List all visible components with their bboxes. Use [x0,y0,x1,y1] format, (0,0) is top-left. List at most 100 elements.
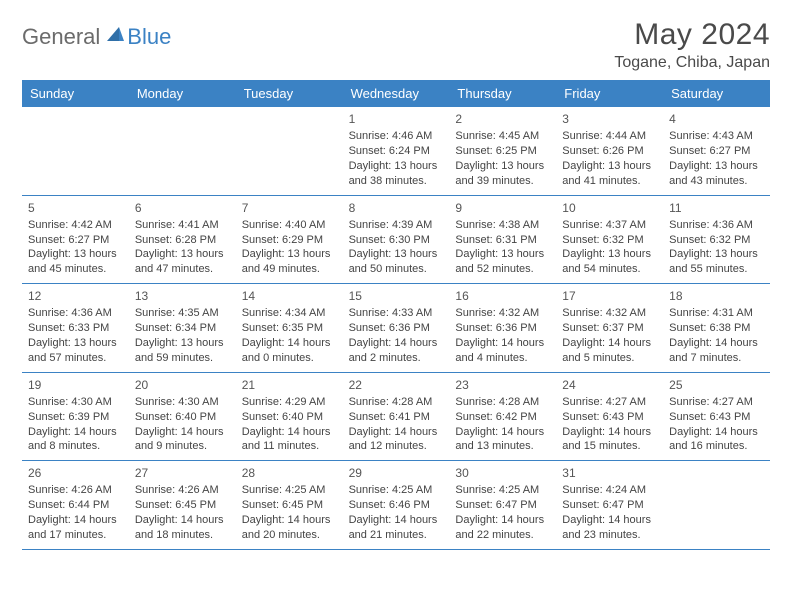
daylight-text: Daylight: 14 hours [349,336,444,351]
sunset-text: Sunset: 6:46 PM [349,498,444,513]
sunset-text: Sunset: 6:36 PM [455,321,550,336]
sunrise-text: Sunrise: 4:32 AM [562,306,657,321]
calendar-cell-empty [236,107,343,195]
sail-icon [105,25,125,50]
daylight-text: Daylight: 13 hours [669,159,764,174]
sunset-text: Sunset: 6:37 PM [562,321,657,336]
sunset-text: Sunset: 6:38 PM [669,321,764,336]
daylight-text: and 47 minutes. [135,262,230,277]
calendar-cell: 26Sunrise: 4:26 AMSunset: 6:44 PMDayligh… [22,461,129,549]
daylight-text: Daylight: 14 hours [135,425,230,440]
weekday-label: Wednesday [343,80,450,107]
sunset-text: Sunset: 6:32 PM [562,233,657,248]
sunrise-text: Sunrise: 4:26 AM [135,483,230,498]
daylight-text: Daylight: 14 hours [28,425,123,440]
day-number: 3 [562,111,657,127]
daylight-text: Daylight: 14 hours [669,425,764,440]
logo: General Blue [22,24,171,50]
daylight-text: Daylight: 13 hours [562,159,657,174]
weekday-label: Sunday [22,80,129,107]
sunrise-text: Sunrise: 4:40 AM [242,218,337,233]
daylight-text: and 18 minutes. [135,528,230,543]
sunset-text: Sunset: 6:34 PM [135,321,230,336]
daylight-text: and 52 minutes. [455,262,550,277]
calendar-cell: 4Sunrise: 4:43 AMSunset: 6:27 PMDaylight… [663,107,770,195]
calendar-cell: 7Sunrise: 4:40 AMSunset: 6:29 PMDaylight… [236,196,343,284]
sunset-text: Sunset: 6:26 PM [562,144,657,159]
calendar-cell: 29Sunrise: 4:25 AMSunset: 6:46 PMDayligh… [343,461,450,549]
daylight-text: Daylight: 14 hours [349,425,444,440]
sunset-text: Sunset: 6:43 PM [562,410,657,425]
sunrise-text: Sunrise: 4:30 AM [28,395,123,410]
weekday-label: Friday [556,80,663,107]
calendar: Sunday Monday Tuesday Wednesday Thursday… [22,80,770,550]
sunset-text: Sunset: 6:30 PM [349,233,444,248]
daylight-text: Daylight: 14 hours [455,425,550,440]
daylight-text: Daylight: 13 hours [135,336,230,351]
calendar-week: 19Sunrise: 4:30 AMSunset: 6:39 PMDayligh… [22,373,770,462]
calendar-week: 5Sunrise: 4:42 AMSunset: 6:27 PMDaylight… [22,196,770,285]
sunrise-text: Sunrise: 4:25 AM [349,483,444,498]
calendar-cell: 14Sunrise: 4:34 AMSunset: 6:35 PMDayligh… [236,284,343,372]
sunset-text: Sunset: 6:39 PM [28,410,123,425]
location-text: Togane, Chiba, Japan [614,54,770,72]
day-number: 29 [349,465,444,481]
sunset-text: Sunset: 6:45 PM [242,498,337,513]
sunset-text: Sunset: 6:29 PM [242,233,337,248]
day-number: 13 [135,288,230,304]
sunset-text: Sunset: 6:31 PM [455,233,550,248]
day-number: 25 [669,377,764,393]
sunset-text: Sunset: 6:25 PM [455,144,550,159]
daylight-text: and 12 minutes. [349,439,444,454]
sunset-text: Sunset: 6:44 PM [28,498,123,513]
daylight-text: and 38 minutes. [349,174,444,189]
sunrise-text: Sunrise: 4:29 AM [242,395,337,410]
day-number: 12 [28,288,123,304]
sunset-text: Sunset: 6:28 PM [135,233,230,248]
daylight-text: and 50 minutes. [349,262,444,277]
daylight-text: Daylight: 13 hours [455,247,550,262]
day-number: 15 [349,288,444,304]
sunrise-text: Sunrise: 4:37 AM [562,218,657,233]
sunrise-text: Sunrise: 4:41 AM [135,218,230,233]
day-number: 14 [242,288,337,304]
sunset-text: Sunset: 6:42 PM [455,410,550,425]
title-block: May 2024 Togane, Chiba, Japan [614,18,770,72]
daylight-text: and 49 minutes. [242,262,337,277]
day-number: 23 [455,377,550,393]
day-number: 7 [242,200,337,216]
day-number: 18 [669,288,764,304]
calendar-cell: 18Sunrise: 4:31 AMSunset: 6:38 PMDayligh… [663,284,770,372]
daylight-text: Daylight: 14 hours [455,336,550,351]
calendar-cell: 5Sunrise: 4:42 AMSunset: 6:27 PMDaylight… [22,196,129,284]
logo-text-blue: Blue [127,24,171,50]
daylight-text: Daylight: 14 hours [242,513,337,528]
daylight-text: and 11 minutes. [242,439,337,454]
day-number: 10 [562,200,657,216]
sunset-text: Sunset: 6:45 PM [135,498,230,513]
day-number: 8 [349,200,444,216]
daylight-text: Daylight: 13 hours [669,247,764,262]
calendar-cell: 9Sunrise: 4:38 AMSunset: 6:31 PMDaylight… [449,196,556,284]
daylight-text: and 0 minutes. [242,351,337,366]
sunset-text: Sunset: 6:27 PM [669,144,764,159]
daylight-text: and 5 minutes. [562,351,657,366]
sunrise-text: Sunrise: 4:27 AM [562,395,657,410]
logo-text-general: General [22,24,100,50]
daylight-text: Daylight: 13 hours [28,336,123,351]
day-number: 24 [562,377,657,393]
calendar-cell: 2Sunrise: 4:45 AMSunset: 6:25 PMDaylight… [449,107,556,195]
calendar-cell: 15Sunrise: 4:33 AMSunset: 6:36 PMDayligh… [343,284,450,372]
calendar-cell: 3Sunrise: 4:44 AMSunset: 6:26 PMDaylight… [556,107,663,195]
daylight-text: Daylight: 14 hours [135,513,230,528]
daylight-text: Daylight: 13 hours [455,159,550,174]
sunrise-text: Sunrise: 4:25 AM [242,483,337,498]
day-number: 31 [562,465,657,481]
sunrise-text: Sunrise: 4:31 AM [669,306,764,321]
calendar-cell: 27Sunrise: 4:26 AMSunset: 6:45 PMDayligh… [129,461,236,549]
daylight-text: and 7 minutes. [669,351,764,366]
sunrise-text: Sunrise: 4:33 AM [349,306,444,321]
daylight-text: and 15 minutes. [562,439,657,454]
daylight-text: and 57 minutes. [28,351,123,366]
day-number: 16 [455,288,550,304]
